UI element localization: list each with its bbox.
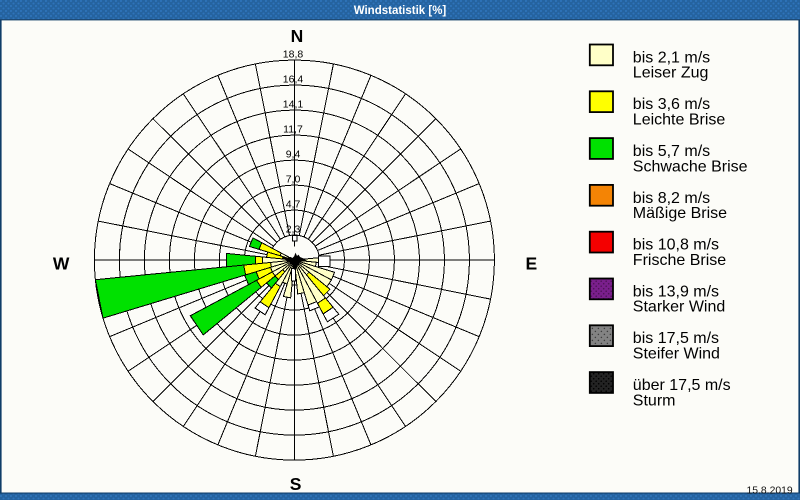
- svg-text:2,3: 2,3: [286, 224, 301, 236]
- svg-text:16,4: 16,4: [283, 74, 304, 86]
- svg-text:9,4: 9,4: [286, 149, 301, 161]
- svg-text:bis 5,7 m/s: bis 5,7 m/s: [633, 143, 710, 160]
- svg-text:Schwache Brise: Schwache Brise: [633, 158, 748, 175]
- svg-text:Windstatistik [%]: Windstatistik [%]: [354, 5, 447, 17]
- svg-text:14,1: 14,1: [283, 99, 304, 111]
- svg-text:W: W: [53, 254, 70, 274]
- svg-text:15.8.2019: 15.8.2019: [746, 485, 792, 496]
- svg-text:Steifer Wind: Steifer Wind: [633, 346, 720, 363]
- svg-text:bis 13,9 m/s: bis 13,9 m/s: [633, 283, 719, 300]
- svg-text:E: E: [526, 254, 538, 274]
- svg-text:N: N: [291, 26, 304, 46]
- svg-text:bis 8,2 m/s: bis 8,2 m/s: [633, 190, 710, 207]
- svg-text:4,7: 4,7: [286, 199, 301, 211]
- svg-text:Starker Wind: Starker Wind: [633, 299, 725, 316]
- svg-text:bis 2,1 m/s: bis 2,1 m/s: [633, 49, 710, 66]
- svg-text:bis 17,5 m/s: bis 17,5 m/s: [633, 330, 719, 347]
- svg-text:bis 3,6 m/s: bis 3,6 m/s: [633, 96, 710, 113]
- svg-text:11,7: 11,7: [283, 124, 303, 136]
- svg-text:S: S: [290, 474, 302, 494]
- svg-text:Frische Brise: Frische Brise: [633, 252, 726, 269]
- svg-text:18,8: 18,8: [283, 49, 304, 61]
- svg-text:über 17,5 m/s: über 17,5 m/s: [633, 377, 731, 394]
- svg-text:Sturm: Sturm: [633, 392, 676, 409]
- svg-text:Mäßige Brise: Mäßige Brise: [633, 205, 727, 222]
- svg-text:Leiser Zug: Leiser Zug: [633, 65, 709, 82]
- svg-text:7,0: 7,0: [286, 174, 301, 186]
- svg-text:Leichte Brise: Leichte Brise: [633, 112, 726, 129]
- svg-text:bis 10,8 m/s: bis 10,8 m/s: [633, 237, 719, 254]
